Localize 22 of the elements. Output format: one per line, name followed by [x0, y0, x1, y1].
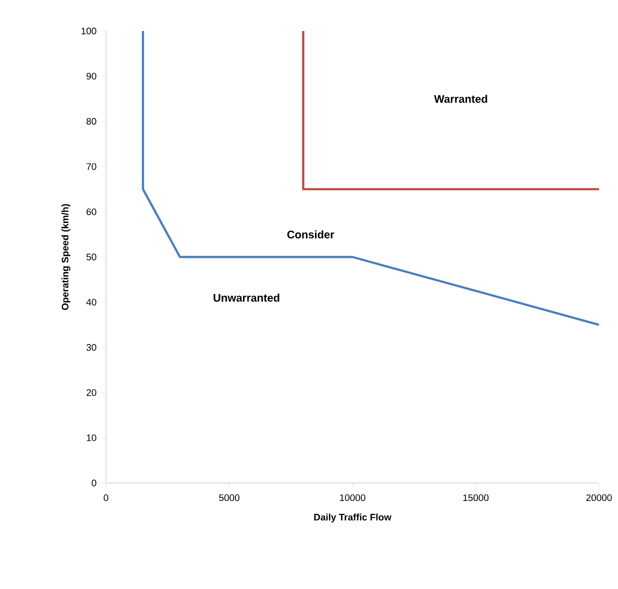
y-tick-label: 70 — [86, 163, 96, 170]
x-tick-label: 10000 — [340, 494, 366, 502]
y-tick-label: 40 — [86, 298, 96, 306]
annotation: Unwarranted — [214, 294, 280, 302]
y-tick-label: 60 — [86, 208, 96, 216]
annotation: Consider — [287, 230, 334, 238]
line-series — [142, 30, 600, 326]
y-tick-label: 30 — [86, 344, 96, 351]
x-axis-title: Daily Traffic Flow — [314, 514, 392, 522]
y-axis-title: Operating Speed (km/h) — [61, 204, 70, 310]
x-tick-label: 20000 — [586, 494, 612, 502]
y-tick-label: 50 — [86, 254, 96, 260]
x-tick-label: 5000 — [219, 494, 240, 502]
y-tick-label: 20 — [86, 389, 96, 396]
y-tick-label: 90 — [86, 72, 96, 80]
y-tick-label: 0 — [92, 480, 96, 486]
x-tick-label: 15000 — [463, 494, 489, 502]
x-tick-label: 0 — [104, 494, 108, 502]
y-tick-label: 80 — [86, 118, 96, 125]
y-tick-label: 100 — [82, 28, 96, 34]
annotation: Warranted — [434, 94, 488, 103]
y-tick-label: 10 — [86, 434, 96, 442]
